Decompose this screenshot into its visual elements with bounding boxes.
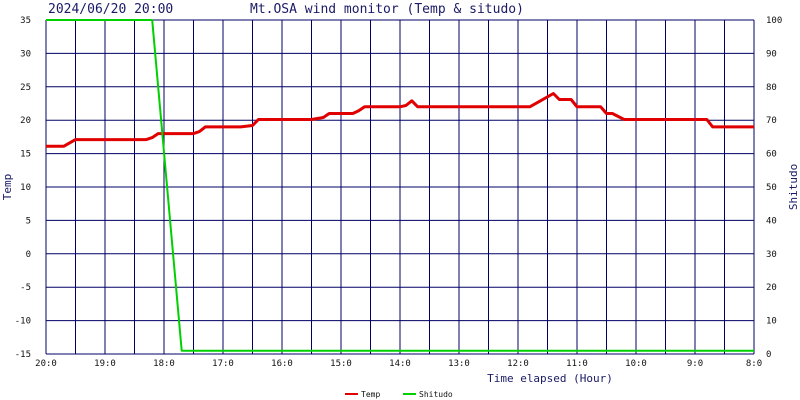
grid bbox=[45, 19, 755, 355]
left-axis-ticks: 35 30 25 20 15 10 5 0 -5 -10 -15 bbox=[15, 16, 31, 360]
y-tick-label-right: 20 bbox=[766, 283, 777, 293]
series-layer bbox=[46, 19, 754, 352]
x-tick-label: 19:0 bbox=[94, 359, 116, 369]
x-tick-label: 11:0 bbox=[566, 359, 588, 369]
y-tick-label-left: -10 bbox=[15, 317, 31, 327]
y-tick-label-right: 90 bbox=[766, 49, 777, 59]
y-axis-label-right: Shitudo bbox=[787, 164, 800, 210]
y-tick-label-right: 50 bbox=[766, 183, 777, 193]
y-tick-label-left: 25 bbox=[20, 83, 31, 93]
x-tick-label: 13:0 bbox=[448, 359, 470, 369]
x-tick-label: 20:0 bbox=[35, 359, 57, 369]
x-tick-label: 8:0 bbox=[746, 359, 762, 369]
y-tick-label-right: 80 bbox=[766, 83, 777, 93]
x-tick-label: 17:0 bbox=[212, 359, 234, 369]
x-tick-label: 9:0 bbox=[687, 359, 703, 369]
y-tick-label-left: -15 bbox=[15, 350, 31, 360]
series-line-temp bbox=[46, 92, 754, 148]
y-tick-label-right: 40 bbox=[766, 216, 777, 226]
y-tick-label-left: -5 bbox=[20, 283, 31, 293]
x-tick-label: 16:0 bbox=[271, 359, 293, 369]
y-tick-label-left: 5 bbox=[26, 216, 31, 226]
x-tick-label: 18:0 bbox=[153, 359, 175, 369]
y-tick-label-left: 15 bbox=[20, 150, 31, 160]
y-tick-label-right: 60 bbox=[766, 150, 777, 160]
y-tick-label-right: 70 bbox=[766, 116, 777, 126]
y-tick-label-left: 30 bbox=[20, 49, 31, 59]
y-tick-label-left: 0 bbox=[26, 250, 31, 260]
x-axis-label: Time elapsed (Hour) bbox=[487, 372, 613, 385]
y-tick-label-left: 20 bbox=[20, 116, 31, 126]
y-tick-label-right: 30 bbox=[766, 250, 777, 260]
x-tick-label: 14:0 bbox=[389, 359, 411, 369]
chart-timestamp: 2024/06/20 20:00 bbox=[48, 2, 173, 17]
series-line-shitudo bbox=[46, 19, 754, 352]
y-tick-label-right: 100 bbox=[766, 16, 782, 26]
y-tick-label-left: 35 bbox=[20, 16, 31, 26]
legend-label-temp: Temp bbox=[361, 390, 380, 399]
y-axis-label-left: Temp bbox=[1, 174, 14, 201]
chart-title: Mt.OSA wind monitor (Temp & situdo) bbox=[250, 2, 524, 17]
legend-label-shitudo: Shitudo bbox=[419, 390, 453, 399]
legend: Temp Shitudo bbox=[345, 390, 453, 399]
x-tick-label: 10:0 bbox=[625, 359, 647, 369]
y-tick-label-right: 10 bbox=[766, 317, 777, 327]
x-tick-label: 15:0 bbox=[330, 359, 352, 369]
x-axis-ticks: 20:0 19:0 18:0 17:0 16:0 15:0 14:0 13:0 12:0 11:0… bbox=[35, 359, 762, 369]
x-tick-label: 12:0 bbox=[507, 359, 529, 369]
y-tick-label-left: 10 bbox=[20, 183, 31, 193]
y-tick-label-right: 0 bbox=[766, 350, 771, 360]
